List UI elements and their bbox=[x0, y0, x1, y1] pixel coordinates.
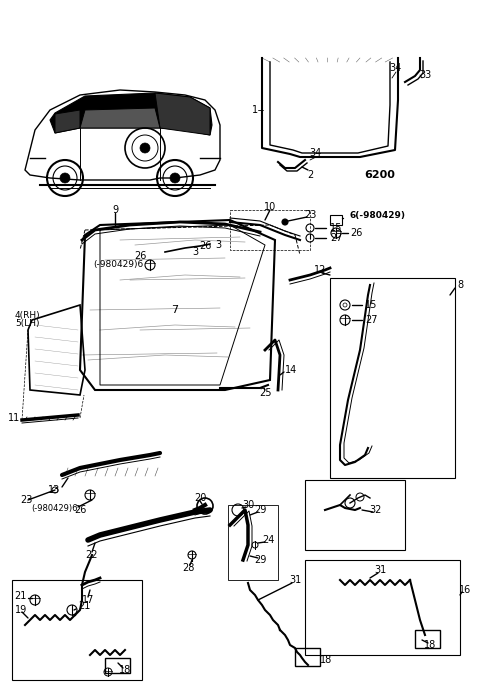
Text: 18: 18 bbox=[119, 665, 131, 675]
Text: 10: 10 bbox=[264, 202, 276, 212]
Text: 26: 26 bbox=[350, 228, 362, 238]
Text: 6(-980429): 6(-980429) bbox=[350, 210, 406, 219]
Text: 25: 25 bbox=[259, 388, 271, 398]
Text: 27: 27 bbox=[330, 233, 343, 243]
Circle shape bbox=[60, 173, 70, 183]
Text: 28: 28 bbox=[182, 563, 194, 573]
Text: 33: 33 bbox=[419, 70, 431, 80]
Text: 29: 29 bbox=[254, 505, 266, 515]
Text: 34: 34 bbox=[309, 148, 321, 158]
Bar bbox=[295, 648, 320, 666]
Text: 5(LH): 5(LH) bbox=[15, 319, 39, 327]
Polygon shape bbox=[155, 93, 210, 135]
Text: 30: 30 bbox=[242, 500, 254, 510]
Text: 18: 18 bbox=[424, 640, 436, 650]
Text: 17: 17 bbox=[82, 595, 94, 605]
Polygon shape bbox=[80, 108, 160, 128]
Text: 20: 20 bbox=[194, 493, 206, 503]
Polygon shape bbox=[55, 110, 80, 133]
Circle shape bbox=[140, 143, 150, 153]
Text: 7: 7 bbox=[171, 305, 179, 315]
Text: 19: 19 bbox=[15, 605, 27, 615]
Text: (-980429)6: (-980429)6 bbox=[32, 503, 78, 512]
Bar bbox=[305, 560, 460, 655]
Bar bbox=[228, 505, 278, 580]
Text: 6200: 6200 bbox=[365, 170, 396, 180]
Text: 32: 32 bbox=[369, 505, 381, 515]
Text: 22: 22 bbox=[86, 550, 98, 560]
Text: (-980429)6: (-980429)6 bbox=[93, 260, 143, 269]
Text: 21: 21 bbox=[14, 591, 26, 601]
Text: 9: 9 bbox=[112, 205, 118, 215]
Text: 2: 2 bbox=[307, 170, 313, 180]
Text: 12: 12 bbox=[314, 265, 326, 275]
Bar bbox=[330, 215, 342, 225]
Bar bbox=[12, 580, 142, 680]
Text: 23: 23 bbox=[20, 495, 32, 505]
Text: 18: 18 bbox=[320, 655, 332, 665]
Polygon shape bbox=[50, 93, 212, 135]
Bar bbox=[415, 630, 440, 648]
Text: 1: 1 bbox=[252, 105, 258, 115]
Text: 8: 8 bbox=[457, 280, 463, 290]
Bar bbox=[105, 658, 130, 673]
Text: 14: 14 bbox=[285, 365, 297, 375]
Text: 31: 31 bbox=[289, 575, 301, 585]
Text: 15: 15 bbox=[330, 223, 342, 233]
Text: 15: 15 bbox=[365, 300, 377, 310]
Text: 3: 3 bbox=[215, 240, 221, 250]
Text: 3: 3 bbox=[192, 247, 198, 257]
Text: 26: 26 bbox=[134, 251, 146, 261]
Text: 16: 16 bbox=[459, 585, 471, 595]
Bar bbox=[330, 278, 455, 478]
Circle shape bbox=[282, 219, 288, 225]
Text: 29: 29 bbox=[254, 555, 266, 565]
Text: 34: 34 bbox=[389, 63, 401, 73]
Text: 11: 11 bbox=[8, 413, 20, 423]
Text: 23: 23 bbox=[304, 210, 316, 220]
Text: 13: 13 bbox=[48, 485, 60, 495]
Text: 4(RH): 4(RH) bbox=[15, 310, 41, 319]
Text: 21: 21 bbox=[78, 601, 90, 611]
Text: 27: 27 bbox=[365, 315, 377, 325]
Text: 26: 26 bbox=[199, 241, 211, 251]
Text: 26: 26 bbox=[74, 505, 86, 515]
Text: 31: 31 bbox=[374, 565, 386, 575]
Text: 24: 24 bbox=[262, 535, 274, 545]
Circle shape bbox=[170, 173, 180, 183]
Bar bbox=[305, 480, 405, 550]
